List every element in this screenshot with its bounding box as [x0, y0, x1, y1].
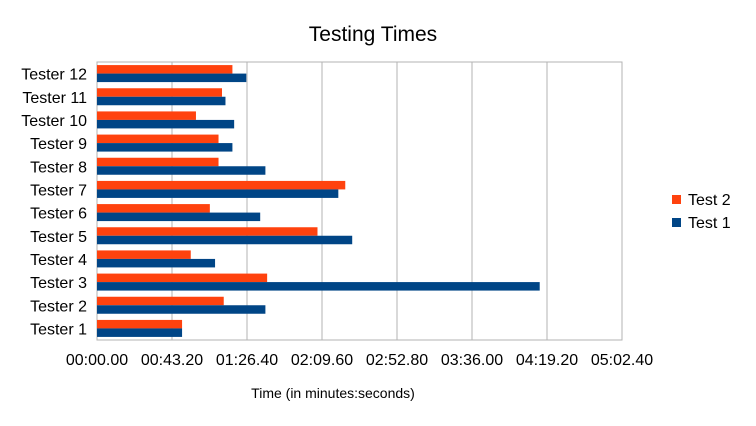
y-tick-label: Tester 4 [30, 252, 87, 269]
bar-test-2 [97, 250, 191, 259]
bar-test-1 [97, 328, 183, 337]
y-tick-label: Tester 7 [30, 182, 87, 199]
bar-test-1 [97, 235, 353, 245]
bar-test-2 [97, 157, 219, 167]
bar-test-1 [97, 119, 235, 129]
y-tick-label: Tester 5 [30, 229, 87, 246]
bar-test-2 [97, 227, 318, 236]
bar-test-2 [97, 319, 183, 329]
bar-test-1 [97, 305, 266, 314]
bar-test-2 [97, 88, 222, 97]
legend-swatch [672, 218, 681, 227]
bar-test-1 [97, 143, 233, 152]
grid-lines [96, 62, 623, 340]
y-tick-label: Tester 9 [30, 136, 87, 153]
x-tick-label: 01:26.40 [216, 352, 278, 369]
plot-area [96, 61, 623, 341]
bar-test-1 [97, 96, 226, 106]
legend: Test 2 Test 1 [672, 192, 731, 232]
y-tick-label: Tester 8 [30, 159, 87, 176]
bar-test-2 [97, 111, 196, 120]
bar-test-1 [97, 73, 247, 83]
y-tick-label: Tester 6 [30, 206, 87, 223]
legend-label: Test 2 [688, 192, 731, 209]
bar-test-2 [97, 273, 268, 283]
y-axis-tick-labels: Tester 1 Tester 2 Tester 3 Tester 4 Tester 5… [21, 67, 87, 339]
x-tick-label: 02:52.80 [366, 352, 428, 369]
x-tick-label: 02:09.60 [291, 352, 353, 369]
bar-test-2 [97, 296, 224, 306]
x-axis-tick-labels: 00:00.00 00:43.20 01:26.40 02:09.60 02:52.80… [66, 352, 653, 369]
x-axis-label: Time (in minutes:seconds) [251, 385, 415, 401]
bar-test-2 [97, 134, 219, 144]
bar-test-2 [97, 204, 210, 213]
bar-test-2 [97, 180, 346, 190]
bar-test-1 [97, 166, 266, 175]
y-tick-label: Tester 1 [30, 321, 87, 338]
legend-label: Test 1 [688, 215, 731, 232]
x-tick-label: 05:02.40 [591, 352, 653, 369]
x-tick-label: 00:43.20 [141, 352, 203, 369]
bar-test-1 [97, 258, 216, 268]
y-tick-label: Tester 3 [30, 275, 87, 292]
x-tick-label: 00:00.00 [66, 352, 128, 369]
y-tick-label: Tester 11 [22, 90, 87, 107]
bar-test-1 [97, 282, 540, 291]
chart-title: Testing Times [309, 23, 437, 46]
bar-test-2 [97, 65, 233, 74]
bar-test-1 [97, 212, 261, 222]
legend-swatch [672, 195, 681, 204]
y-tick-label: Tester 2 [30, 298, 87, 315]
y-tick-label: Tester 10 [21, 113, 87, 130]
x-tick-label: 04:19.20 [516, 352, 578, 369]
y-tick-label: Tester 12 [21, 67, 87, 84]
x-tick-label: 03:36.00 [441, 352, 503, 369]
bar-test-1 [97, 189, 339, 198]
bars [97, 65, 540, 337]
